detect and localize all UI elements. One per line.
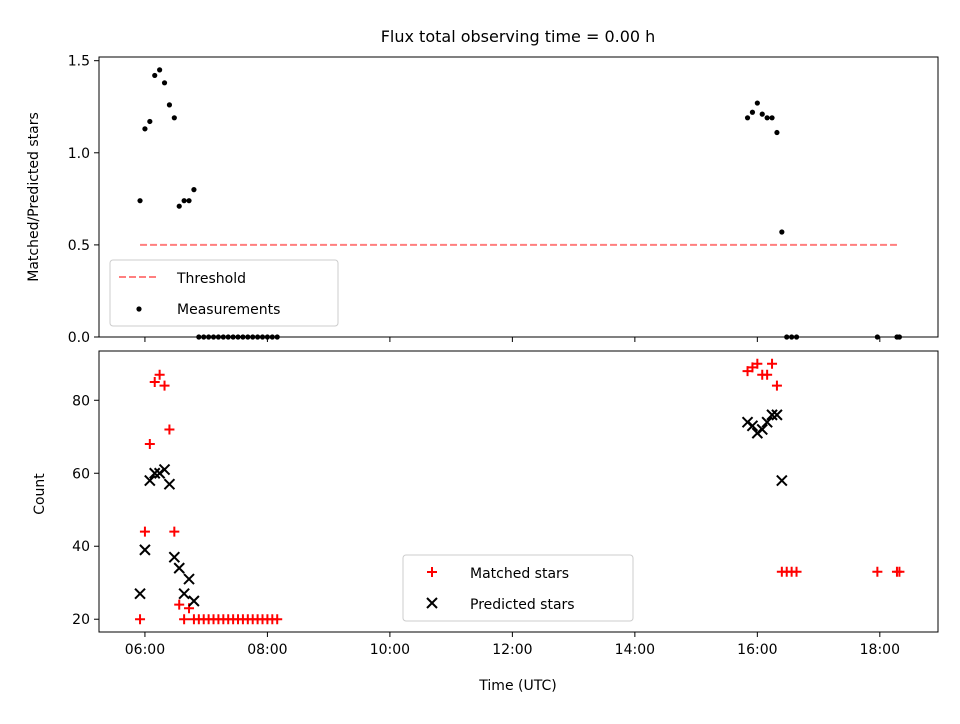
predicted-star-point	[158, 463, 171, 476]
measurement-point	[744, 115, 751, 121]
predicted-star-point	[173, 562, 185, 574]
measurement-point	[157, 67, 163, 73]
bottom-y-tick-label: 60	[72, 466, 90, 482]
matched-star-point	[144, 439, 155, 450]
predicted-star-point	[149, 467, 161, 479]
matched-star-point	[174, 599, 185, 610]
bottom-y-tick-label: 20	[72, 612, 90, 628]
bottom-x-tick-label: 16:00	[737, 642, 777, 658]
bottom-x-tick-label: 06:00	[125, 642, 165, 658]
predicted-star-point	[746, 420, 759, 432]
top-y-tick-label: 0.0	[68, 330, 90, 346]
bottom-x-tick-label: 12:00	[492, 642, 532, 658]
legend-label: Matched stars	[470, 566, 569, 582]
legend-label: Threshold	[176, 271, 246, 287]
matched-star-point	[762, 369, 773, 380]
measurement-point	[152, 72, 158, 79]
matched-star-point	[135, 614, 146, 625]
top-plot-area: 0.0 0.5 1.0 1.5 Threshold Measurements	[68, 54, 939, 346]
measurement-point	[754, 100, 760, 106]
matched-star-point	[154, 369, 165, 380]
matched-star-point	[272, 614, 283, 625]
matched-star-point	[159, 380, 170, 391]
matched-star-point	[872, 566, 883, 577]
bottom-x-tick-label: 18:00	[860, 642, 900, 658]
bottom-plot-area: 06:00 08:00 10:00 12:00 14:00 16:00 18:00 20 40 6…	[72, 350, 939, 658]
predicted-star-point	[183, 573, 195, 585]
bottom-series-1	[134, 409, 788, 607]
bottom-y-tick-label: 80	[72, 393, 90, 409]
chart-title: Flux total observing time = 0.00 h	[381, 27, 656, 46]
matched-star-point	[164, 424, 175, 435]
measurement-point	[769, 115, 775, 121]
bottom-x-tick-label: 10:00	[370, 642, 410, 658]
measurement-point	[759, 111, 765, 117]
measurement-point	[779, 229, 785, 235]
predicted-star-point	[168, 551, 181, 563]
predicted-star-point	[144, 474, 156, 487]
measurement-point	[774, 129, 780, 136]
predicted-star-point	[188, 595, 200, 607]
predicted-star-point	[139, 544, 151, 556]
measurement-point	[764, 115, 770, 121]
top-y-tick-label: 1.0	[68, 146, 90, 162]
top-legend: Threshold Measurements	[109, 259, 339, 327]
measurement-point	[749, 109, 756, 115]
matched-star-point	[139, 526, 150, 537]
measurement-point	[161, 80, 168, 86]
legend-label: Measurements	[177, 302, 280, 318]
measurement-point	[137, 198, 143, 204]
matched-star-point	[894, 566, 905, 577]
measurement-point	[181, 198, 187, 204]
predicted-star-point	[163, 478, 176, 490]
matched-star-point	[752, 358, 763, 369]
bottom-y-tick-label: 40	[72, 539, 90, 555]
predicted-star-point	[756, 423, 768, 436]
legend-label: Predicted stars	[470, 597, 575, 613]
predicted-star-point	[761, 416, 773, 428]
measurement-point	[191, 187, 197, 193]
top-axes-frame	[98, 56, 939, 338]
matched-star-point	[179, 614, 190, 625]
bottom-x-tick-label: 14:00	[615, 642, 655, 658]
top-y-tick-label: 1.5	[68, 54, 90, 70]
measurement-point	[171, 115, 177, 121]
top-y-tick-label: 0.5	[68, 238, 90, 254]
matched-star-point	[767, 358, 778, 369]
matched-star-point	[791, 566, 802, 577]
bottom-series-0	[135, 358, 905, 625]
legend-marker	[427, 567, 437, 577]
top-y-axis-label: Matched/Predicted stars	[26, 112, 42, 282]
matched-star-point	[149, 377, 160, 388]
legend-box	[402, 554, 634, 622]
matched-star-point	[771, 380, 782, 391]
legend-marker	[136, 306, 142, 312]
predicted-star-point	[766, 409, 778, 421]
predicted-star-point	[178, 587, 190, 600]
measurement-point	[176, 203, 182, 209]
legend-box	[109, 259, 339, 327]
measurement-point	[142, 126, 148, 132]
measurement-point	[186, 198, 192, 204]
bottom-legend: Matched stars Predicted stars	[402, 554, 634, 622]
bottom-y-axis-label: Count	[32, 473, 48, 515]
matched-star-point	[169, 526, 180, 537]
top-series-1	[137, 67, 903, 340]
x-axis-label: Time (UTC)	[478, 678, 556, 694]
bottom-x-tick-label: 08:00	[247, 642, 287, 658]
predicted-star-point	[771, 409, 783, 421]
measurement-point	[147, 118, 153, 125]
bottom-axes-frame	[98, 350, 939, 633]
predicted-star-point	[776, 474, 788, 487]
legend-marker	[426, 597, 438, 609]
measurement-point	[166, 102, 173, 108]
predicted-star-point	[134, 587, 146, 600]
